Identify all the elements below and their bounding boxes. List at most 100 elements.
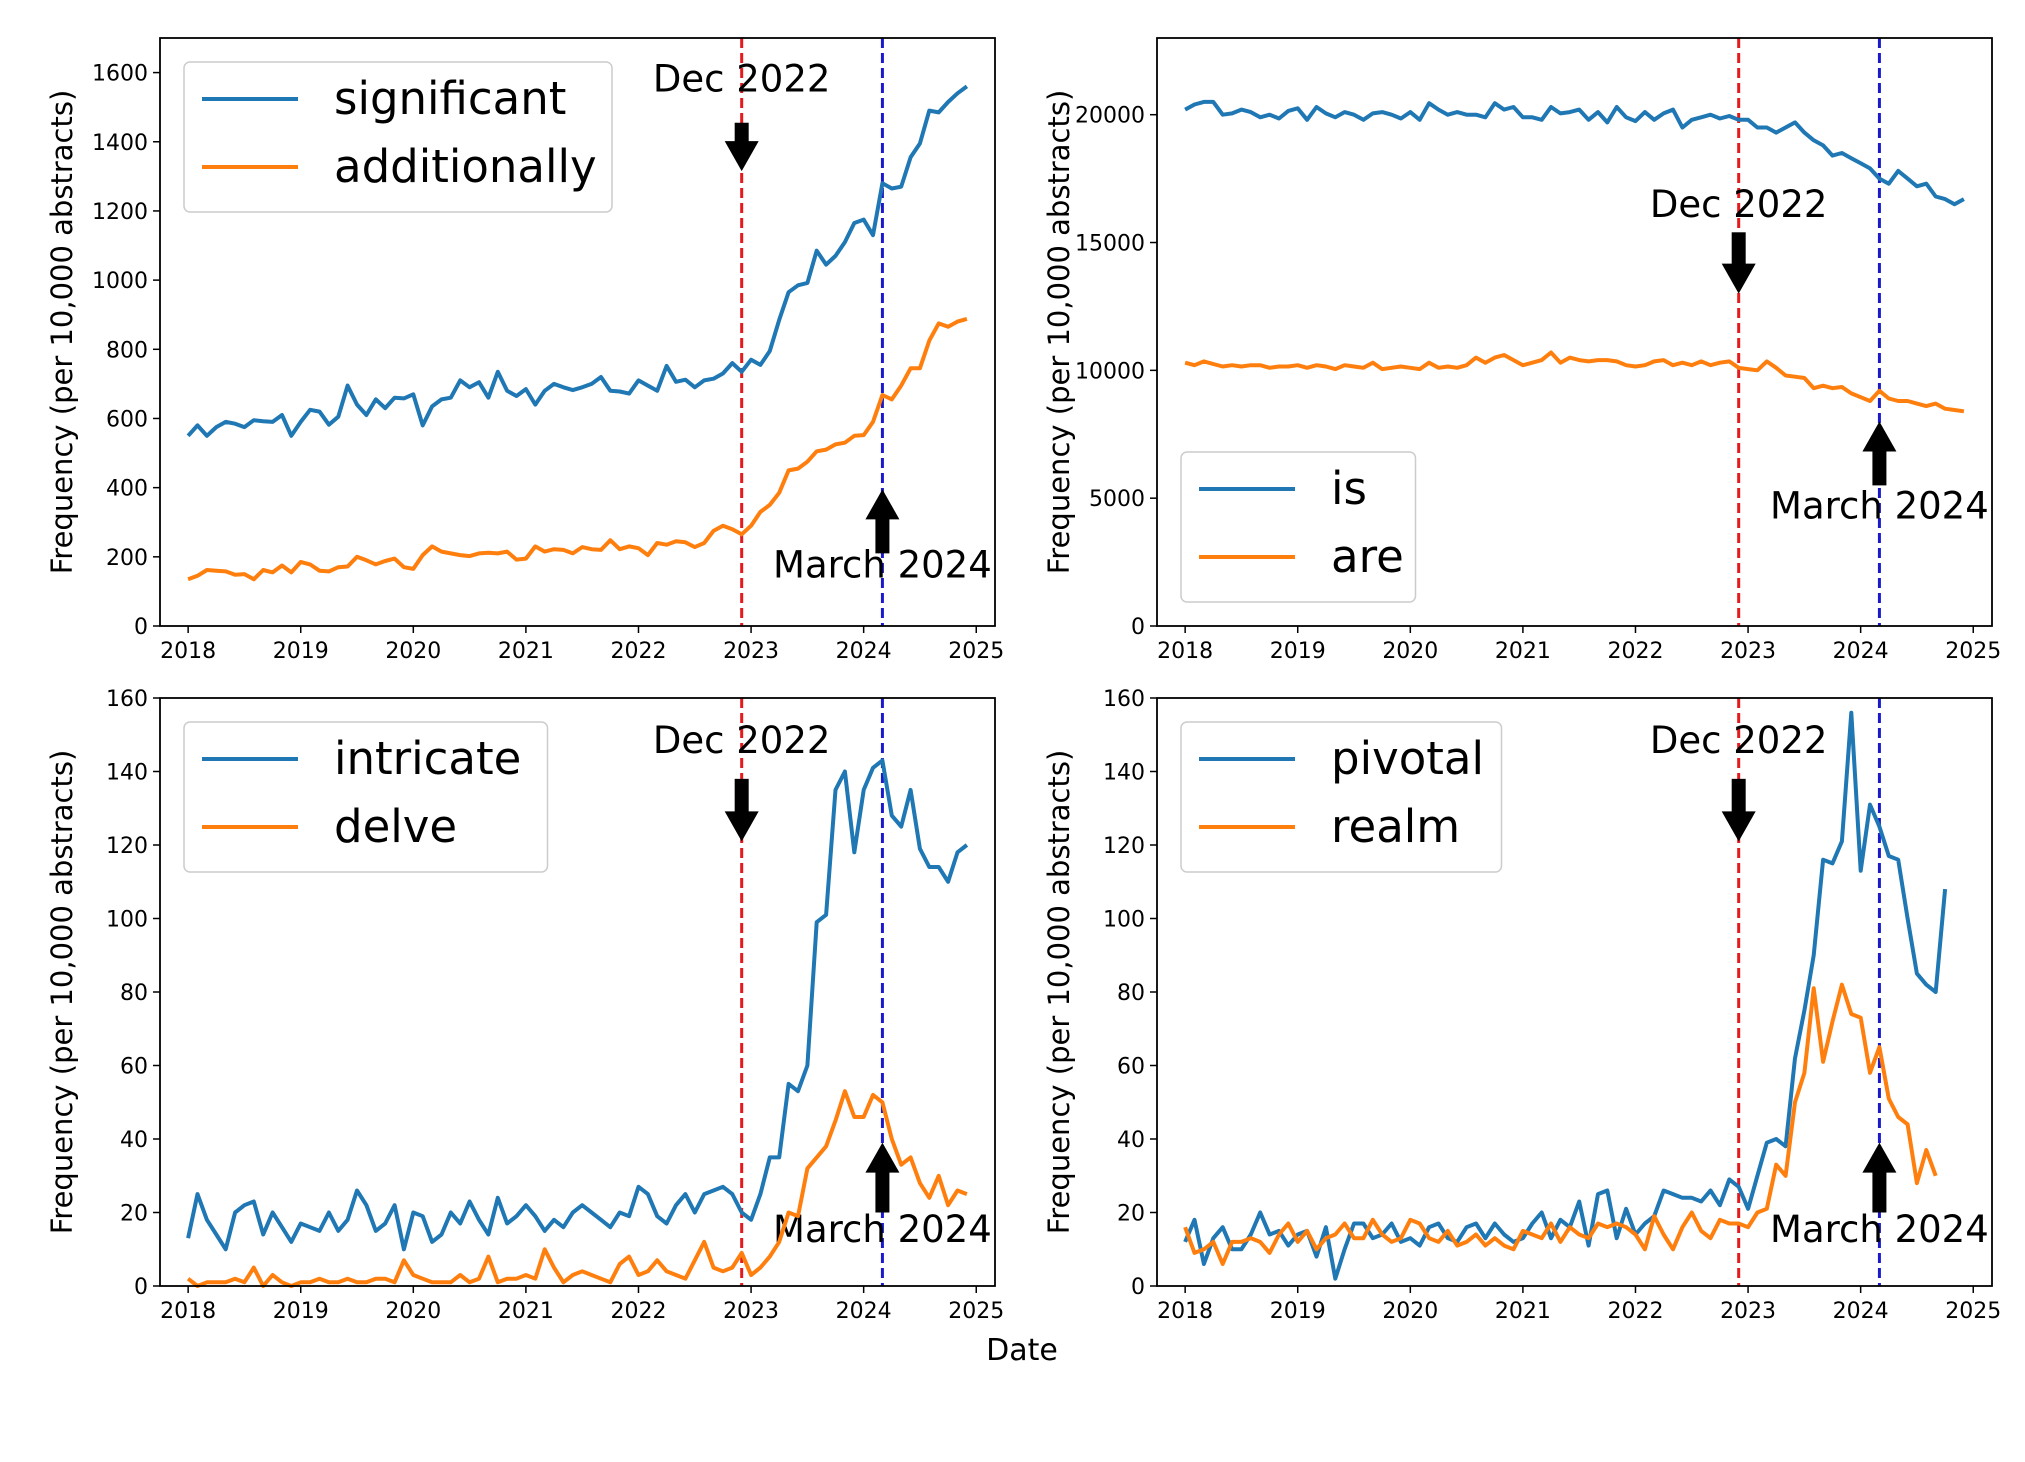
legend-entry: are bbox=[1331, 530, 1404, 583]
y-tick-label: 160 bbox=[1103, 687, 1145, 712]
y-tick-label: 15000 bbox=[1075, 232, 1145, 257]
x-tick-label: 2019 bbox=[273, 1299, 329, 1324]
y-tick-label: 140 bbox=[106, 761, 148, 786]
legend: significant additionally bbox=[183, 61, 613, 213]
arrow-shaft bbox=[734, 778, 749, 814]
x-tick-label: 2019 bbox=[1270, 639, 1326, 664]
chart-panel-3: 0 20 40 60 80 100 120 140 160 2018 2019 2020 2021 202… bbox=[45, 687, 1004, 1324]
y-tick-label: 200 bbox=[106, 546, 148, 571]
y-tick-label: 80 bbox=[120, 981, 148, 1006]
arrow-head bbox=[724, 811, 759, 842]
y-tick-label: 20000 bbox=[1075, 104, 1145, 129]
arrow-shaft bbox=[1731, 778, 1746, 814]
chart-panel-2: 0 5000 10000 15000 20000 2018 2019 2020 2021 2022… bbox=[1042, 37, 2001, 664]
x-tick-label: 2025 bbox=[1945, 639, 2001, 664]
series-line-significant bbox=[186, 84, 969, 438]
arrow-head bbox=[865, 1142, 900, 1173]
x-tick-label: 2022 bbox=[1607, 639, 1663, 664]
arrow-head bbox=[1721, 263, 1756, 294]
legend: is are bbox=[1180, 451, 1417, 603]
y-tick-label: 0 bbox=[134, 615, 148, 640]
annotation-label: Dec 2022 bbox=[1650, 719, 1828, 762]
x-tick-label: 2020 bbox=[385, 1299, 441, 1324]
y-tick-label: 0 bbox=[134, 1275, 148, 1300]
series-line-intricate bbox=[186, 758, 969, 1252]
y-tick-label: 600 bbox=[106, 407, 148, 432]
y-tick-label: 0 bbox=[1131, 1275, 1145, 1300]
y-tick-label: 120 bbox=[1103, 834, 1145, 859]
arrow-shaft bbox=[1872, 449, 1887, 486]
x-tick-label: 2021 bbox=[1495, 1299, 1551, 1324]
annotation-label: Dec 2022 bbox=[653, 58, 831, 101]
x-tick-label: 2020 bbox=[1382, 1299, 1438, 1324]
y-tick-label: 10000 bbox=[1075, 359, 1145, 384]
x-tick-label: 2023 bbox=[1720, 639, 1776, 664]
y-tick-label: 100 bbox=[1103, 908, 1145, 933]
plot-frame bbox=[1156, 697, 1993, 1287]
arrow-head bbox=[1862, 421, 1897, 452]
plot-frame bbox=[159, 37, 996, 627]
legend-entry: realm bbox=[1331, 800, 1460, 853]
legend-entry: is bbox=[1331, 462, 1367, 515]
y-tick-label: 20 bbox=[1117, 1202, 1145, 1227]
x-tick-label: 2023 bbox=[723, 1299, 779, 1324]
x-tick-label: 2022 bbox=[610, 639, 666, 664]
legend-entry: significant bbox=[334, 72, 566, 125]
y-tick-label: 100 bbox=[106, 908, 148, 933]
series-line-is bbox=[1184, 99, 1965, 207]
y-tick-label: 1000 bbox=[92, 269, 148, 294]
y-tick-label: 60 bbox=[120, 1055, 148, 1080]
y-tick-label: 1600 bbox=[92, 62, 148, 87]
plot-frame bbox=[159, 697, 996, 1287]
y-tick-label: 400 bbox=[106, 477, 148, 502]
arrow-shaft bbox=[875, 1170, 890, 1213]
y-tick-label: 1200 bbox=[92, 200, 148, 225]
y-tick-label: 160 bbox=[106, 687, 148, 712]
arrow-head bbox=[865, 489, 900, 520]
y-axis-label: Frequency (per 10,000 abstracts) bbox=[45, 750, 79, 1235]
arrow-shaft bbox=[1731, 232, 1746, 266]
y-tick-label: 40 bbox=[1117, 1128, 1145, 1153]
y-tick-label: 120 bbox=[106, 834, 148, 859]
x-tick-label: 2018 bbox=[1157, 1299, 1213, 1324]
x-tick-label: 2025 bbox=[948, 1299, 1004, 1324]
y-tick-label: 20 bbox=[120, 1202, 148, 1227]
x-tick-label: 2025 bbox=[948, 639, 1004, 664]
x-tick-label: 2024 bbox=[836, 1299, 892, 1324]
x-tick-label: 2021 bbox=[498, 1299, 554, 1324]
x-tick-label: 2018 bbox=[160, 1299, 216, 1324]
annotation-label: March 2024 bbox=[1770, 485, 1989, 528]
x-tick-label: 2022 bbox=[1607, 1299, 1663, 1324]
y-tick-label: 5000 bbox=[1089, 487, 1145, 512]
x-tick-label: 2024 bbox=[1833, 1299, 1889, 1324]
x-tick-label: 2018 bbox=[160, 639, 216, 664]
arrow-shaft bbox=[734, 122, 749, 144]
x-tick-label: 2025 bbox=[1945, 1299, 2001, 1324]
x-tick-label: 2018 bbox=[1157, 639, 1213, 664]
y-tick-label: 60 bbox=[1117, 1055, 1145, 1080]
chart-panel-4: 0 20 40 60 80 100 120 140 160 2018 2019 2020 2021 202… bbox=[1042, 687, 2001, 1324]
annotation-label: March 2024 bbox=[773, 544, 992, 587]
y-tick-label: 40 bbox=[120, 1128, 148, 1153]
x-tick-label: 2023 bbox=[723, 639, 779, 664]
series-line-are bbox=[1184, 350, 1965, 414]
annotation-label: March 2024 bbox=[773, 1208, 992, 1251]
x-tick-label: 2024 bbox=[836, 639, 892, 664]
x-tick-label: 2019 bbox=[1270, 1299, 1326, 1324]
arrow-shaft bbox=[875, 517, 890, 554]
annotation-label: March 2024 bbox=[1770, 1208, 1989, 1251]
arrow-shaft bbox=[1872, 1170, 1887, 1213]
x-tick-label: 2021 bbox=[1495, 639, 1551, 664]
legend-entry: additionally bbox=[334, 140, 597, 193]
annotation-label: Dec 2022 bbox=[1650, 183, 1828, 226]
y-axis-label: Frequency (per 10,000 abstracts) bbox=[1042, 750, 1076, 1235]
y-tick-label: 140 bbox=[1103, 761, 1145, 786]
y-axis-label: Frequency (per 10,000 abstracts) bbox=[1042, 90, 1076, 575]
series-line-realm bbox=[1183, 982, 1938, 1266]
series-line-delve bbox=[186, 1089, 968, 1288]
arrow-head bbox=[1721, 811, 1756, 842]
x-tick-label: 2024 bbox=[1833, 639, 1889, 664]
y-tick-label: 800 bbox=[106, 338, 148, 363]
legend: intricate delve bbox=[183, 721, 549, 873]
